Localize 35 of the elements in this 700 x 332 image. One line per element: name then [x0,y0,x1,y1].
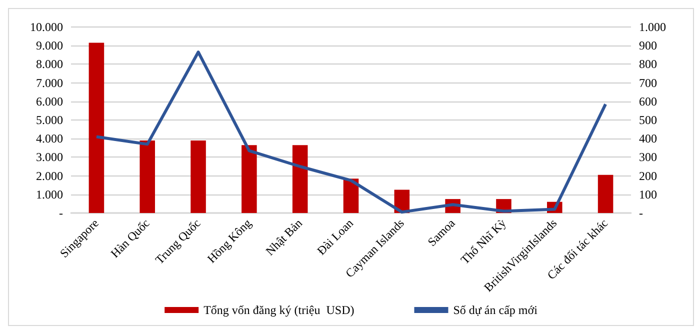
y2-tick-label: 200 [639,168,657,183]
bar [598,174,614,213]
bar [88,42,104,213]
y2-tick-label: 300 [639,150,657,164]
bar [242,145,257,213]
x-tick-label: Đài Loan [314,216,356,258]
bar [292,145,308,213]
y-tick-label: 2.000 [36,168,63,183]
line-series [94,50,608,214]
x-tick-label: Hàn Quốc [108,216,152,261]
y2-tick-label: 400 [639,132,657,146]
y-tick-label: 4.000 [36,132,63,146]
bar [190,140,206,213]
y-tick-label: 3.000 [36,150,63,164]
y2-tick-label: 800 [639,57,657,72]
y2-tick-label: 600 [639,94,657,108]
y-tick-label: 5.000 [36,113,63,127]
y-tick-label: 9.000 [36,38,63,53]
x-tick-label: Nhật Bản [262,216,306,258]
y2-tick-label: 900 [639,38,657,53]
y2-tick-label: 1.000 [639,20,666,34]
y2-tick-label: 100 [639,187,657,202]
bar [140,140,155,213]
y-tick-label: 8.000 [36,57,63,72]
y2-tick-label: 700 [639,76,657,90]
y-tick-label: 10.000 [30,20,63,34]
legend-label: Tổng vốn đăng ký (triệu USD) [204,303,354,317]
y-tick-label: 7.000 [36,76,63,90]
bar [343,178,359,213]
legend-label: Số dự án cấp mới [453,303,538,317]
y2-tick-label: 500 [639,113,657,127]
y-tick-label: 1.000 [36,187,63,202]
y-tick-label: - [59,206,63,220]
y-tick-label: 6.000 [36,94,63,108]
y2-tick-label: - [639,206,643,220]
